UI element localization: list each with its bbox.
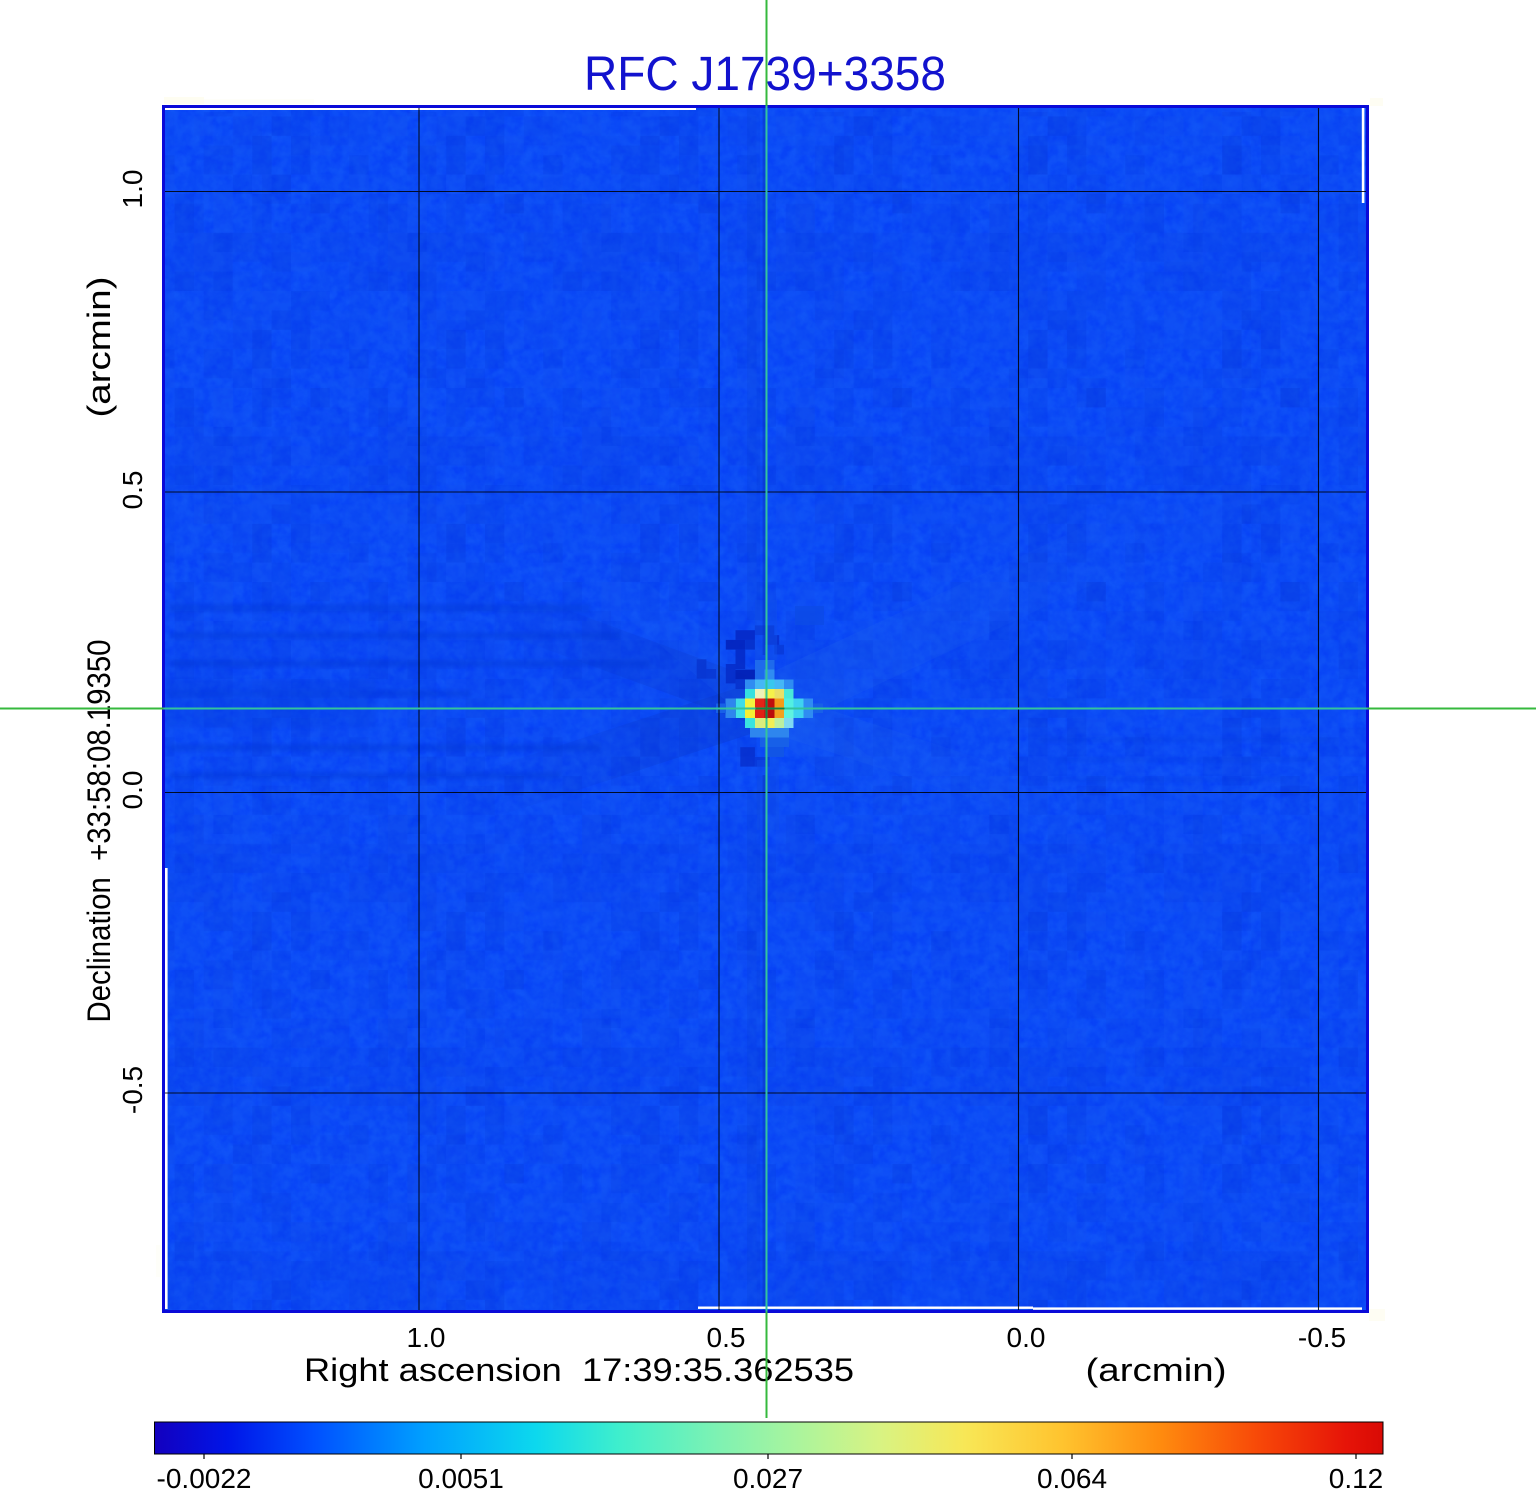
svg-text:1.0: 1.0 <box>407 1322 446 1353</box>
svg-text:-0.5: -0.5 <box>1298 1322 1346 1353</box>
svg-text:0.5: 0.5 <box>707 1322 746 1353</box>
svg-text:0.027: 0.027 <box>733 1463 803 1494</box>
svg-text:(arcmin): (arcmin) <box>1086 1352 1227 1388</box>
svg-text:Right ascension 17:39:35.3625: Right ascension 17:39:35.362535 <box>304 1352 854 1388</box>
svg-text:-0.0022: -0.0022 <box>157 1463 252 1494</box>
svg-text:-0.5: -0.5 <box>117 1066 148 1114</box>
svg-text:0.5: 0.5 <box>117 471 148 510</box>
svg-text:0.0: 0.0 <box>117 771 148 810</box>
svg-text:0.12: 0.12 <box>1329 1463 1384 1494</box>
svg-text:0.0051: 0.0051 <box>418 1463 504 1494</box>
svg-text:0.0: 0.0 <box>1007 1322 1046 1353</box>
svg-text:RFC J1739+3358: RFC J1739+3358 <box>584 48 946 101</box>
svg-text:(arcmin): (arcmin) <box>81 277 117 418</box>
svg-text:Declination +33:58:08.19350: Declination +33:58:08.19350 <box>81 640 117 1023</box>
svg-text:0.064: 0.064 <box>1037 1463 1107 1494</box>
svg-text:1.0: 1.0 <box>117 170 148 209</box>
